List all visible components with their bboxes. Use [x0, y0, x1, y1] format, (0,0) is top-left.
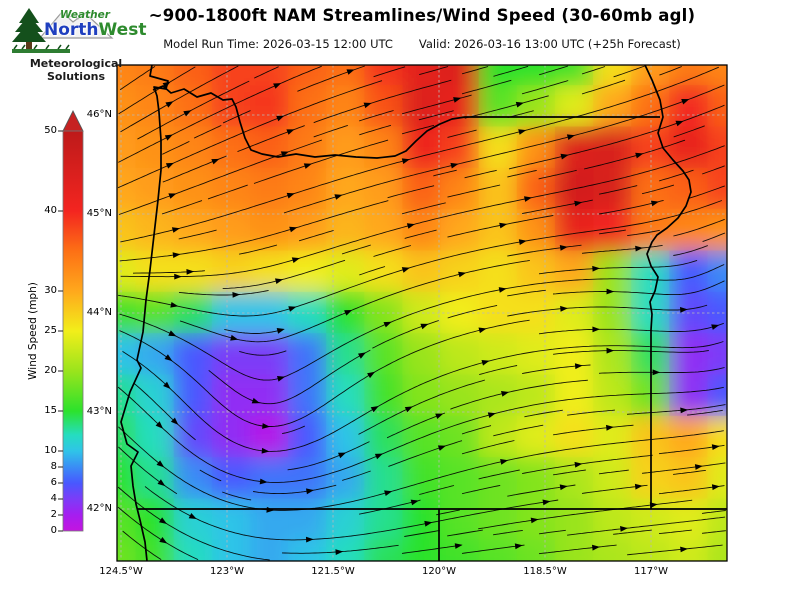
colorbar-tick-label: 2	[50, 509, 57, 520]
colorbar-tick-label: 15	[44, 405, 57, 416]
subtitle: Model Run Time: 2026-03-15 12:00 UTC Val…	[117, 37, 727, 51]
lat-label: 45°N	[86, 208, 112, 219]
colorbar-tick-label: 10	[44, 445, 57, 456]
logo-graphic	[12, 8, 114, 53]
lon-label: 121.5°W	[311, 566, 355, 577]
model-run-time: Model Run Time: 2026-03-15 12:00 UTC	[163, 37, 393, 51]
colorbar-tick-label: 8	[50, 461, 57, 472]
colorbar-tick-label: 50	[44, 125, 57, 136]
wind-map	[116, 64, 728, 562]
snake-river-idaho-border	[644, 65, 692, 509]
heatmap-layer	[117, 65, 727, 561]
lat-label: 43°N	[86, 406, 112, 417]
colorbar-tick-label: 30	[44, 285, 57, 296]
tagline-line2: Solutions	[46, 70, 106, 83]
valid-time: Valid: 2026-03-16 13:00 UTC (+25h Foreca…	[418, 37, 681, 51]
logo-wordmark: NorthWest	[44, 20, 146, 40]
tagline-line1: Meteorological	[29, 57, 123, 70]
colorbar-tick-label: 6	[50, 477, 57, 488]
colorbar-tick-label: 20	[44, 365, 57, 376]
colorbar-tick-label: 0	[50, 525, 57, 536]
lat-label: 46°N	[86, 109, 112, 120]
streamline-arrows	[155, 69, 720, 555]
logo-west-text: West	[98, 20, 147, 40]
logo-grass	[13, 44, 70, 50]
state-borders	[120, 65, 727, 561]
lon-label: 118.5°W	[523, 566, 567, 577]
logo-weather-text: Weather	[60, 9, 110, 21]
page-title: ~900-1800ft NAM Streamlines/Wind Speed (…	[148, 6, 696, 25]
lat-label: 44°N	[86, 307, 112, 318]
pine-tree-icon	[12, 8, 46, 49]
logo-tagline: Meteorological Solutions	[21, 57, 131, 83]
lat-label: 42°N	[86, 503, 112, 514]
lon-label: 124.5°W	[99, 566, 143, 577]
logo-ground	[12, 49, 70, 53]
streamlines-layer	[117, 65, 726, 561]
mountain-snowline	[61, 11, 86, 20]
columbia-river-wa-or-border	[152, 85, 660, 159]
logo-north-text: North	[44, 20, 99, 40]
colorbar-tick-label: 25	[44, 325, 57, 336]
colorbar-gradient-bar	[62, 130, 84, 532]
lon-label: 123°W	[210, 566, 244, 577]
map-frame	[116, 64, 728, 562]
colorbar	[58, 109, 84, 532]
colorbar-tick-label: 4	[50, 493, 57, 504]
lon-label: 120°W	[422, 566, 456, 577]
colorbar-tick-label: 40	[44, 205, 57, 216]
lon-label: 117°W	[634, 566, 668, 577]
